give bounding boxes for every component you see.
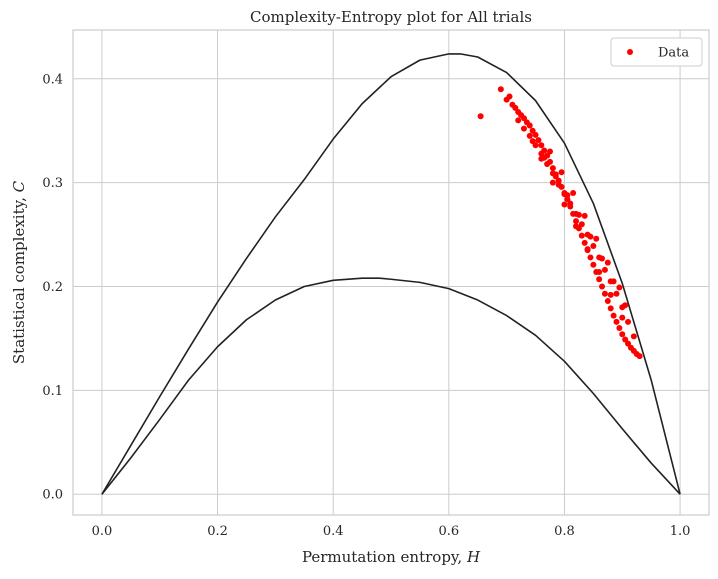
data-point: [561, 201, 568, 208]
data-point: [532, 142, 539, 149]
x-axis-label-text: Permutation entropy,: [302, 548, 467, 566]
data-point: [520, 125, 527, 132]
data-point: [570, 190, 577, 197]
data-point: [636, 353, 643, 360]
data-point: [567, 200, 574, 207]
data-point: [575, 211, 582, 218]
data-point: [616, 325, 623, 332]
data-point: [625, 318, 632, 325]
data-point: [587, 233, 594, 240]
data-point: [573, 223, 580, 230]
data-point: [630, 333, 637, 340]
data-point: [526, 132, 533, 139]
plot-frame: [72, 29, 710, 516]
data-point: [619, 331, 626, 338]
data-point: [581, 239, 588, 246]
data-point: [601, 290, 608, 297]
legend-box: [610, 37, 703, 67]
x-tick-label: 0.2: [207, 524, 228, 539]
data-point: [506, 93, 513, 100]
data-point: [564, 196, 571, 203]
y-tick-labels: 0.0 0.1 0.2 0.3 0.4: [42, 72, 63, 502]
y-tick-label: 0.1: [42, 384, 63, 399]
x-tick-label: 0.8: [554, 524, 575, 539]
x-tick-label: 0.6: [438, 524, 459, 539]
x-tick-label: 0.0: [92, 524, 113, 539]
data-point: [590, 261, 597, 268]
data-point: [604, 259, 611, 266]
data-point: [558, 169, 565, 176]
legend: Data: [610, 37, 703, 67]
data-point: [601, 266, 608, 273]
x-tick-label: 1.0: [670, 524, 691, 539]
data-point: [544, 160, 551, 167]
data-point: [573, 218, 580, 225]
data-point: [619, 314, 626, 321]
chart-title: Complexity-Entropy plot for All trials: [250, 8, 532, 26]
data-point: [538, 142, 545, 149]
data-point: [607, 291, 614, 298]
data-point: [587, 254, 594, 261]
data-point: [549, 179, 556, 186]
y-tick-label: 0.3: [42, 176, 63, 191]
data-point: [555, 177, 562, 184]
data-point: [547, 148, 553, 155]
x-tick-label: 0.4: [323, 524, 344, 539]
data-point: [538, 155, 545, 162]
data-point: [578, 221, 585, 228]
legend-label-data: Data: [658, 46, 689, 61]
data-point: [616, 284, 623, 291]
data-point: [515, 117, 522, 124]
y-axis-label: Statistical complexity, C: [10, 180, 28, 364]
bound-curves: [101, 53, 681, 495]
x-axis-label: Permutation entropy, H: [302, 548, 481, 566]
data-point: [610, 278, 617, 285]
legend-marker-data: [627, 49, 633, 55]
data-point: [596, 268, 603, 275]
upper-bound-curve: [101, 53, 681, 495]
data-point: [532, 131, 539, 138]
data-point: [590, 243, 597, 250]
data-point: [622, 302, 629, 309]
y-tick-label: 0.0: [42, 488, 63, 503]
data-point: [610, 312, 617, 319]
grid-lines: [73, 30, 709, 515]
data-points: [477, 86, 643, 360]
data-point: [596, 276, 603, 283]
data-point: [555, 181, 562, 188]
data-point: [578, 232, 585, 239]
y-tick-label: 0.2: [42, 280, 63, 295]
data-point: [497, 86, 504, 93]
data-point: [477, 113, 484, 120]
x-tick-labels: 0.0 0.2 0.4 0.6 0.8 1.0: [92, 524, 691, 539]
y-axis-label-text: Statistical complexity,: [10, 192, 28, 364]
data-point: [607, 305, 614, 312]
data-point: [535, 137, 542, 144]
data-point: [604, 298, 611, 305]
data-point: [593, 235, 600, 242]
data-point: [599, 283, 606, 290]
data-point: [564, 192, 571, 199]
data-point: [549, 165, 556, 172]
data-point: [613, 290, 620, 297]
y-tick-label: 0.4: [42, 72, 63, 87]
data-point: [552, 173, 559, 180]
data-point: [526, 122, 533, 129]
data-point: [581, 212, 588, 219]
lower-bound-curve: [101, 277, 681, 495]
x-axis-label-var: H: [466, 548, 481, 566]
data-point: [613, 318, 620, 325]
data-point: [529, 138, 536, 145]
y-axis-label-var: C: [10, 180, 28, 192]
data-point: [599, 255, 606, 262]
data-point: [584, 246, 591, 253]
